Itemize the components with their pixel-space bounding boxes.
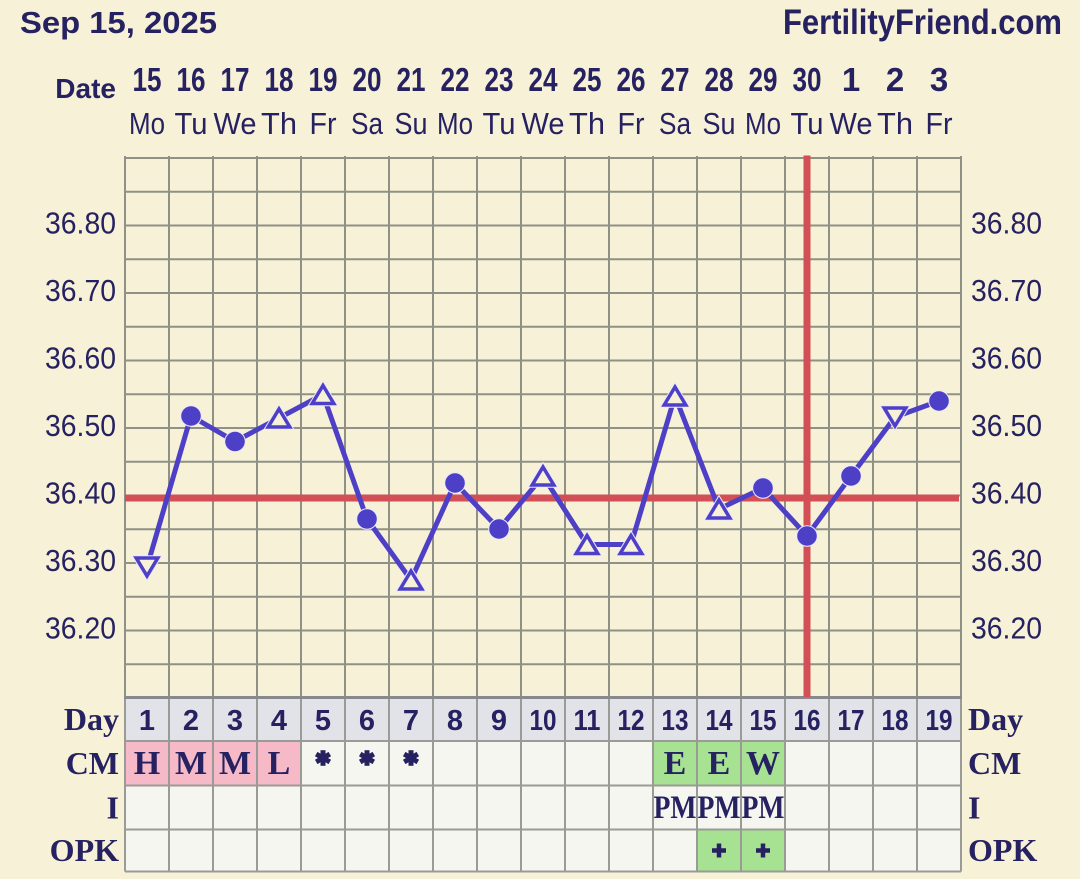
svg-text:Tu: Tu xyxy=(175,106,208,141)
svg-text:17: 17 xyxy=(838,705,865,737)
svg-text:Th: Th xyxy=(261,106,297,141)
svg-text:1: 1 xyxy=(139,705,155,737)
svg-text:Mo: Mo xyxy=(745,106,781,141)
svg-text:8: 8 xyxy=(447,705,463,737)
svg-text:FertilityFriend.com: FertilityFriend.com xyxy=(783,3,1062,42)
svg-text:18: 18 xyxy=(265,61,294,98)
svg-text:Tu: Tu xyxy=(483,106,516,141)
svg-text:29: 29 xyxy=(749,61,778,98)
svg-text:25: 25 xyxy=(573,61,602,98)
svg-text:17: 17 xyxy=(221,61,250,98)
svg-text:CM: CM xyxy=(66,745,119,781)
svg-text:We: We xyxy=(830,106,873,141)
svg-text:PM: PM xyxy=(654,790,697,826)
svg-text:15: 15 xyxy=(750,705,777,737)
svg-text:4: 4 xyxy=(271,705,287,737)
svg-text:M: M xyxy=(219,745,251,782)
svg-text:27: 27 xyxy=(661,61,690,98)
svg-text:7: 7 xyxy=(403,705,419,737)
svg-text:Fr: Fr xyxy=(310,106,337,141)
svg-text:26: 26 xyxy=(617,61,646,98)
svg-text:OPK: OPK xyxy=(968,832,1037,868)
svg-text:PM: PM xyxy=(698,790,741,826)
svg-text:13: 13 xyxy=(662,705,689,737)
svg-text:Mo: Mo xyxy=(129,106,165,141)
svg-text:E: E xyxy=(708,745,731,782)
svg-text:Sa: Sa xyxy=(351,106,384,141)
svg-text:36.30: 36.30 xyxy=(971,543,1042,578)
svg-text:3: 3 xyxy=(227,705,243,737)
svg-text:36.60: 36.60 xyxy=(45,341,116,376)
svg-text:36.50: 36.50 xyxy=(971,408,1042,443)
svg-text:I: I xyxy=(968,790,980,826)
svg-text:36.70: 36.70 xyxy=(45,273,116,308)
svg-text:36.40: 36.40 xyxy=(971,476,1042,511)
svg-text:36.80: 36.80 xyxy=(45,206,116,241)
svg-text:36.70: 36.70 xyxy=(971,273,1042,308)
svg-text:We: We xyxy=(522,106,565,141)
svg-text:OPK: OPK xyxy=(50,832,119,868)
svg-text:Th: Th xyxy=(569,106,605,141)
svg-text:20: 20 xyxy=(353,61,382,98)
svg-text:PM: PM xyxy=(742,790,785,826)
svg-text:Sep 15, 2025: Sep 15, 2025 xyxy=(20,5,217,40)
svg-text:16: 16 xyxy=(794,705,821,737)
svg-text:E: E xyxy=(664,745,687,782)
svg-text:Su: Su xyxy=(395,106,428,141)
svg-text:Tu: Tu xyxy=(791,106,824,141)
svg-text:Su: Su xyxy=(703,106,736,141)
svg-text:36.20: 36.20 xyxy=(45,611,116,646)
svg-text:30: 30 xyxy=(793,61,822,98)
svg-text:Fr: Fr xyxy=(618,106,645,141)
svg-text:19: 19 xyxy=(309,61,338,98)
svg-text:10: 10 xyxy=(530,705,557,737)
svg-text:21: 21 xyxy=(397,61,426,98)
svg-text:28: 28 xyxy=(705,61,734,98)
svg-text:24: 24 xyxy=(529,61,559,98)
svg-text:2: 2 xyxy=(886,61,904,98)
svg-text:Day: Day xyxy=(64,701,119,737)
svg-text:Sa: Sa xyxy=(659,106,692,141)
svg-text:Day: Day xyxy=(968,701,1023,737)
svg-text:36.60: 36.60 xyxy=(971,341,1042,376)
svg-text:12: 12 xyxy=(618,705,645,737)
svg-text:36.80: 36.80 xyxy=(971,206,1042,241)
svg-text:6: 6 xyxy=(359,705,375,737)
svg-text:22: 22 xyxy=(441,61,470,98)
svg-text:36.30: 36.30 xyxy=(45,543,116,578)
svg-text:14: 14 xyxy=(706,705,733,737)
svg-text:We: We xyxy=(214,106,257,141)
svg-text:16: 16 xyxy=(177,61,206,98)
svg-text:CM: CM xyxy=(968,745,1021,781)
svg-text:2: 2 xyxy=(183,705,199,737)
svg-text:36.50: 36.50 xyxy=(45,408,116,443)
svg-text:3: 3 xyxy=(930,61,948,98)
svg-text:9: 9 xyxy=(491,705,507,737)
svg-text:L: L xyxy=(268,745,291,782)
svg-text:23: 23 xyxy=(485,61,514,98)
svg-text:5: 5 xyxy=(315,705,331,737)
svg-text:Th: Th xyxy=(877,106,913,141)
svg-text:36.20: 36.20 xyxy=(971,611,1042,646)
svg-text:36.40: 36.40 xyxy=(45,476,116,511)
svg-text:M: M xyxy=(175,745,207,782)
svg-text:Fr: Fr xyxy=(926,106,953,141)
svg-text:Mo: Mo xyxy=(437,106,473,141)
svg-text:15: 15 xyxy=(133,61,162,98)
svg-text:11: 11 xyxy=(574,705,601,737)
svg-text:W: W xyxy=(746,745,780,782)
svg-text:19: 19 xyxy=(926,705,953,737)
svg-text:Date: Date xyxy=(55,73,116,104)
svg-text:18: 18 xyxy=(882,705,909,737)
svg-text:H: H xyxy=(134,745,160,782)
svg-text:I: I xyxy=(107,790,119,826)
svg-text:1: 1 xyxy=(842,61,860,98)
